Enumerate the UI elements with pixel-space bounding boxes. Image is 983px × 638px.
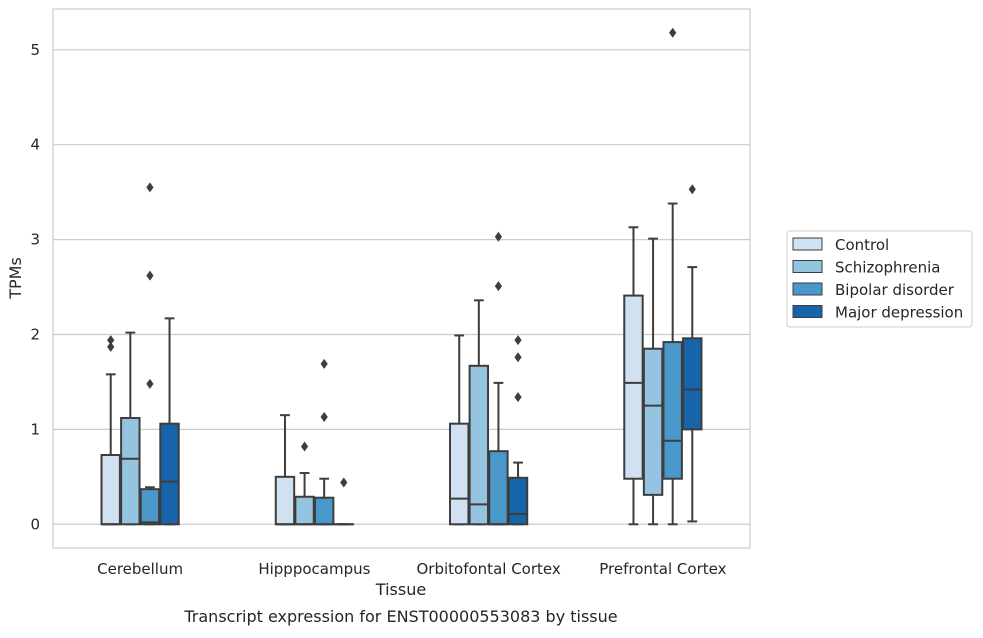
box-iqr bbox=[663, 342, 681, 479]
y-tick-label-4: 4 bbox=[30, 136, 40, 154]
box-iqr bbox=[644, 349, 662, 495]
y-axis-label: TPMs bbox=[6, 257, 25, 300]
box-iqr bbox=[624, 296, 642, 479]
figure-caption: Transcript expression for ENST0000055308… bbox=[183, 607, 617, 626]
box-iqr bbox=[489, 451, 507, 524]
y-tick-label-2: 2 bbox=[30, 325, 40, 343]
legend-label-4: Major depression bbox=[835, 304, 963, 322]
x-tick-label-2: Hipppocampus bbox=[258, 560, 370, 578]
box-iqr bbox=[102, 455, 120, 524]
legend-swatch-1 bbox=[793, 238, 822, 250]
box-iqr bbox=[160, 424, 178, 525]
box-iqr bbox=[509, 478, 527, 524]
box-iqr bbox=[276, 477, 294, 524]
x-axis-ticks: Cerebellum Hipppocampus Orbitofontal Corte… bbox=[97, 560, 726, 578]
x-tick-label-4: Prefrontal Cortex bbox=[599, 560, 726, 578]
legend: Control Schizophrenia Bipolar disorder Majo… bbox=[787, 231, 972, 327]
legend-label-2: Schizophrenia bbox=[835, 259, 940, 277]
legend-swatch-4 bbox=[793, 306, 822, 318]
box-iqr bbox=[450, 424, 468, 525]
y-tick-label-3: 3 bbox=[30, 231, 40, 249]
x-tick-label-1: Cerebellum bbox=[97, 560, 183, 578]
x-axis-label: Tissue bbox=[375, 580, 426, 599]
y-tick-label-1: 1 bbox=[30, 420, 40, 438]
box-iqr bbox=[683, 338, 701, 429]
legend-swatch-3 bbox=[793, 283, 822, 295]
box-iqr bbox=[470, 366, 488, 524]
box-iqr bbox=[121, 418, 139, 524]
y-tick-label-0: 0 bbox=[30, 515, 40, 533]
box-iqr bbox=[295, 497, 313, 525]
y-tick-label-5: 5 bbox=[30, 41, 40, 59]
box-iqr bbox=[141, 489, 159, 524]
x-tick-label-3: Orbitofontal Cortex bbox=[417, 560, 561, 578]
legend-label-3: Bipolar disorder bbox=[835, 281, 955, 299]
box-iqr bbox=[315, 498, 333, 525]
legend-label-1: Control bbox=[835, 236, 889, 254]
y-axis-ticks: 0 1 2 3 4 5 bbox=[30, 41, 40, 533]
legend-swatch-2 bbox=[793, 261, 822, 273]
